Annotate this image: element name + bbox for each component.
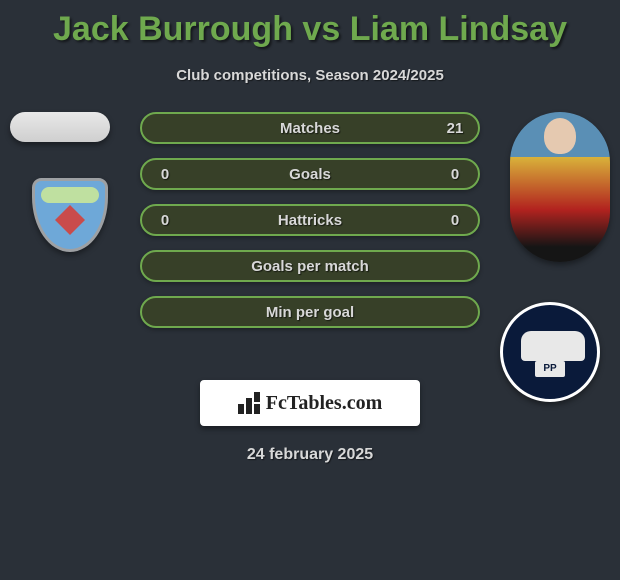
player2-name: Liam Lindsay xyxy=(350,10,567,48)
stat-label: Min per goal xyxy=(188,304,432,321)
vs-text: vs xyxy=(302,10,340,48)
stat-label: Matches xyxy=(188,120,432,137)
stat-row-hattricks: 0 Hattricks 0 xyxy=(140,204,480,236)
stat-left-value: 0 xyxy=(142,212,188,229)
stat-right-value: 0 xyxy=(432,166,478,183)
player1-photo xyxy=(10,112,110,142)
subtitle: Club competitions, Season 2024/2025 xyxy=(0,67,620,84)
stat-row-matches: Matches 21 xyxy=(140,112,480,144)
player2-photo xyxy=(510,112,610,262)
bar-chart-icon xyxy=(238,392,260,414)
player1-club-crest xyxy=(20,172,120,258)
stat-label: Goals per match xyxy=(188,258,432,275)
stat-label: Hattricks xyxy=(188,212,432,229)
stat-row-goals-per-match: Goals per match xyxy=(140,250,480,282)
stat-row-min-per-goal: Min per goal xyxy=(140,296,480,328)
stat-right-value: 21 xyxy=(432,120,478,137)
date-text: 24 february 2025 xyxy=(0,446,620,464)
stat-label: Goals xyxy=(188,166,432,183)
fctables-brand: FcTables.com xyxy=(200,380,420,426)
player2-club-crest xyxy=(500,302,600,388)
stat-right-value: 0 xyxy=(432,212,478,229)
stat-row-goals: 0 Goals 0 xyxy=(140,158,480,190)
stat-rows: Matches 21 0 Goals 0 0 Hattricks 0 Goals… xyxy=(140,112,480,342)
preston-crest-icon xyxy=(500,302,600,402)
brand-text: FcTables.com xyxy=(266,392,382,415)
stat-left-value: 0 xyxy=(142,166,188,183)
page-title: Jack Burrough vs Liam Lindsay xyxy=(0,0,620,49)
player1-name: Jack Burrough xyxy=(53,10,293,48)
coventry-crest-icon xyxy=(20,172,120,258)
